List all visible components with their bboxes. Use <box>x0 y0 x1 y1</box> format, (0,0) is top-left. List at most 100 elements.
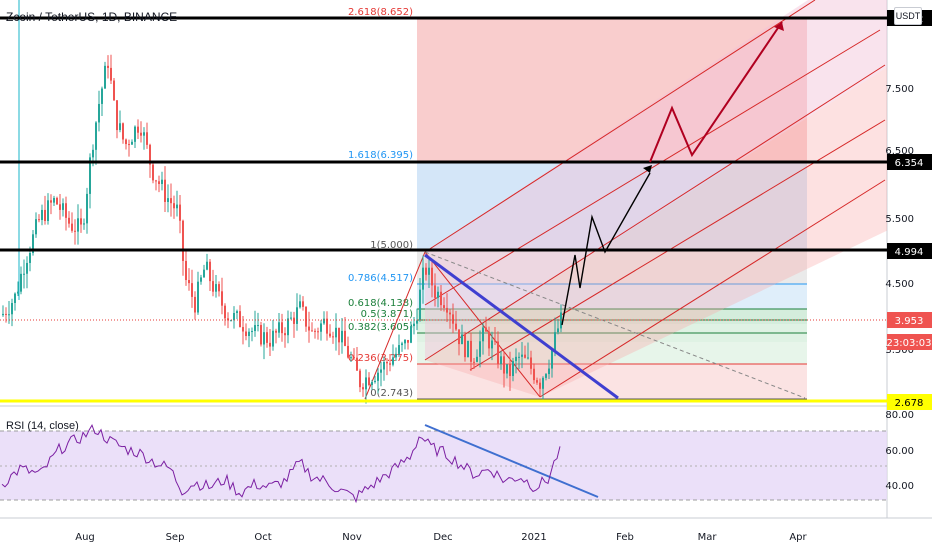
projection-path-red <box>649 21 783 163</box>
candle-body <box>437 291 439 298</box>
price-tick: 5.500 <box>885 214 914 225</box>
candle-body <box>263 332 265 345</box>
candle-body <box>95 122 97 150</box>
candle-body <box>191 283 193 297</box>
candle-body <box>119 123 121 131</box>
price-tick: 4.500 <box>885 279 914 290</box>
candle-body <box>524 354 526 358</box>
candle-body <box>467 340 469 358</box>
candle-body <box>194 296 196 313</box>
rsi-pane[interactable] <box>0 424 887 501</box>
candle-body <box>341 330 343 343</box>
candle-body <box>179 204 181 221</box>
candle-body <box>323 318 325 324</box>
candle-body <box>554 332 556 351</box>
candle-body <box>260 325 262 345</box>
candle-body <box>335 327 337 338</box>
candle-body <box>344 330 346 346</box>
candle-body <box>551 350 553 369</box>
fib-label: 2.618(8.652) <box>348 7 413 18</box>
candle-body <box>371 382 373 386</box>
candle-body <box>173 203 175 209</box>
fib-label: 0.618(4.138) <box>348 298 413 309</box>
candle-body <box>122 123 124 140</box>
fib-label: 0.236(3.275) <box>348 353 413 364</box>
candle-body <box>275 330 277 333</box>
pitchfork-channel <box>364 0 887 400</box>
candle-body <box>137 126 139 133</box>
time-tick: Apr <box>789 532 807 543</box>
candle-body <box>152 164 154 181</box>
rsi-tick: 40.00 <box>885 481 914 492</box>
candle-body <box>278 322 280 333</box>
price-badge-label: 2.678 <box>895 398 924 409</box>
candle-body <box>200 277 202 282</box>
candle-body <box>317 331 319 333</box>
candle-body <box>386 361 388 364</box>
candle-body <box>311 330 313 332</box>
candle-body <box>545 374 547 378</box>
candle-body <box>56 197 58 205</box>
price-badge <box>887 394 932 410</box>
time-tick: Nov <box>342 532 362 543</box>
trend-line-blue <box>424 253 619 400</box>
candle-body <box>530 357 532 369</box>
candle-body <box>44 209 46 222</box>
candle-body <box>356 357 358 371</box>
candle-body <box>416 320 418 324</box>
price-badge-label: 23:03:03 <box>887 338 932 349</box>
candle-body <box>11 303 13 315</box>
candle-body <box>233 313 235 321</box>
candle-body <box>158 181 160 185</box>
candle-body <box>476 356 478 362</box>
projection-arrowhead-black <box>643 165 652 173</box>
candle-body <box>203 269 205 278</box>
price-badge <box>887 334 932 350</box>
candle-body <box>353 357 355 359</box>
candle-body <box>164 179 166 202</box>
candle-body <box>146 132 148 145</box>
candlestick-series <box>2 54 562 404</box>
candle-body <box>557 328 559 333</box>
candle-body <box>272 330 274 347</box>
candle-body <box>482 327 484 342</box>
candle-body <box>62 203 64 210</box>
candle-body <box>452 314 454 324</box>
candle-body <box>284 333 286 336</box>
currency-button[interactable]: USDT <box>894 7 922 25</box>
candle-body <box>65 203 67 218</box>
candle-body <box>305 306 307 327</box>
candle-body <box>74 230 76 232</box>
candle-body <box>479 341 481 357</box>
candle-body <box>299 301 301 308</box>
candle-body <box>518 356 520 358</box>
candle-body <box>269 342 271 347</box>
rsi-line <box>1 424 561 504</box>
candle-body <box>419 289 421 321</box>
candle-body <box>404 339 406 344</box>
candle-body <box>464 334 466 358</box>
candle-body <box>389 363 391 365</box>
candle-body <box>17 291 19 294</box>
candle-body <box>368 377 370 386</box>
candle-body <box>443 305 445 308</box>
candle-body <box>488 331 490 349</box>
candle-body <box>242 327 244 332</box>
candle-body <box>506 364 508 374</box>
price-badge <box>887 243 932 259</box>
candle-body <box>461 334 463 345</box>
price-axis[interactable] <box>887 0 932 550</box>
candle-body <box>332 336 334 338</box>
candle-body <box>398 345 400 354</box>
candle-body <box>383 361 385 370</box>
candle-body <box>521 354 523 357</box>
candle-body <box>245 331 247 337</box>
candle-body <box>209 261 211 282</box>
candle-body <box>431 267 433 286</box>
candle-body <box>212 281 214 292</box>
candle-body <box>536 380 538 383</box>
candle-body <box>89 157 91 194</box>
candle-body <box>113 80 115 101</box>
